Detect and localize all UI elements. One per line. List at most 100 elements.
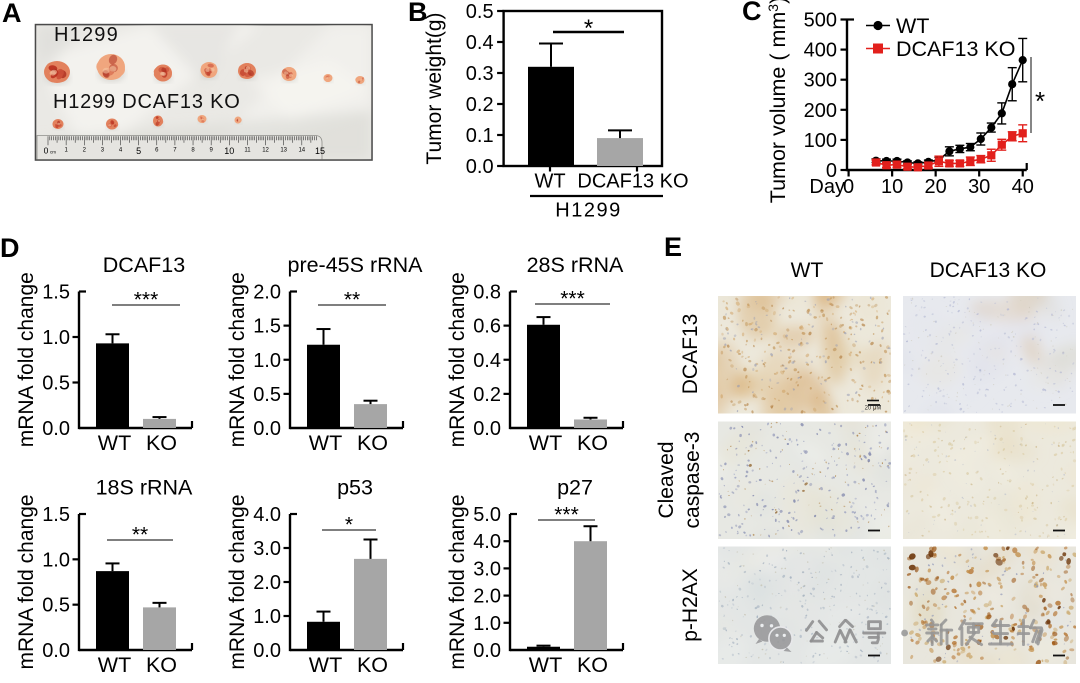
svg-text:1: 1 (64, 148, 68, 154)
svg-text:DCAF13 KO: DCAF13 KO (577, 171, 688, 193)
svg-text:**: ** (132, 524, 148, 547)
svg-text:0.0: 0.0 (253, 418, 281, 440)
svg-text:KO: KO (357, 431, 388, 455)
svg-text:9: 9 (209, 148, 213, 154)
svg-text:KO: KO (577, 653, 608, 677)
svg-text:mRNA fold change: mRNA fold change (226, 494, 249, 669)
svg-text:*: * (1035, 86, 1045, 116)
svg-text:1.0: 1.0 (473, 613, 501, 635)
svg-text:30: 30 (968, 176, 990, 198)
svg-text:mRNA fold change: mRNA fold change (15, 272, 38, 447)
svg-text:0: 0 (843, 176, 854, 198)
svg-text:DCAF13 KO: DCAF13 KO (896, 37, 1015, 61)
svg-text:3.0: 3.0 (253, 538, 281, 560)
svg-text:8: 8 (191, 148, 195, 154)
svg-text:0.0: 0.0 (473, 418, 501, 440)
svg-text:WT: WT (98, 431, 131, 455)
svg-text:20: 20 (925, 176, 947, 198)
svg-text:3.0: 3.0 (473, 558, 501, 580)
svg-text:H1299: H1299 (54, 24, 119, 46)
svg-text:2.0: 2.0 (473, 586, 501, 608)
svg-text:400: 400 (804, 40, 837, 62)
svg-text:14: 14 (298, 148, 305, 154)
svg-text:0.6: 0.6 (473, 316, 501, 338)
svg-text:0.0: 0.0 (473, 640, 501, 662)
svg-text:WT: WT (896, 14, 929, 38)
svg-text:WT: WT (98, 653, 131, 677)
svg-text:13: 13 (280, 148, 287, 154)
svg-text:500: 500 (804, 10, 837, 32)
svg-text:D: D (0, 233, 20, 263)
svg-text:mRNA fold change: mRNA fold change (15, 494, 38, 669)
svg-text:KO: KO (146, 431, 177, 455)
svg-text:Tumor weight(g): Tumor weight(g) (423, 12, 446, 164)
svg-text:1.5: 1.5 (253, 316, 281, 338)
svg-text:WT: WT (529, 653, 562, 677)
svg-text:A: A (2, 0, 22, 28)
svg-text:100: 100 (804, 130, 837, 152)
svg-text:WT: WT (534, 171, 565, 193)
svg-text:11: 11 (244, 148, 251, 154)
svg-text:0.5: 0.5 (253, 384, 281, 406)
svg-text:mRNA fold change: mRNA fold change (446, 272, 469, 447)
svg-text:Day: Day (809, 176, 845, 198)
svg-text:4.0: 4.0 (473, 531, 501, 553)
svg-text:5.0: 5.0 (473, 504, 501, 526)
svg-text:DCAF13 KO: DCAF13 KO (930, 259, 1047, 282)
svg-text:0.2: 0.2 (473, 384, 501, 406)
svg-text:18S rRNA: 18S rRNA (96, 476, 193, 500)
svg-text:2.0: 2.0 (253, 572, 281, 594)
svg-text:WT: WT (529, 431, 562, 455)
svg-text:0.5: 0.5 (42, 595, 70, 617)
svg-text:1.5: 1.5 (42, 504, 70, 526)
svg-text:C: C (742, 0, 762, 26)
svg-text:28S rRNA: 28S rRNA (527, 253, 624, 277)
svg-text:6: 6 (155, 148, 159, 154)
svg-text:0.0: 0.0 (42, 640, 70, 662)
svg-text:KO: KO (146, 653, 177, 677)
svg-text:2: 2 (83, 148, 87, 154)
svg-text:200: 200 (804, 100, 837, 122)
svg-text:*: * (584, 15, 593, 42)
svg-text:0.8: 0.8 (473, 282, 501, 304)
svg-text:2.0: 2.0 (253, 282, 281, 304)
svg-text:***: *** (554, 504, 579, 527)
svg-text:*: * (345, 514, 353, 537)
svg-text:300: 300 (804, 70, 837, 92)
svg-text:4.0: 4.0 (253, 504, 281, 526)
svg-text:5: 5 (136, 146, 141, 156)
svg-text:DCAF13: DCAF13 (679, 314, 702, 395)
svg-text:mRNA fold change: mRNA fold change (226, 272, 249, 447)
svg-text:WT: WT (309, 431, 342, 455)
svg-text:0.4: 0.4 (466, 32, 494, 54)
svg-text:1.0: 1.0 (253, 606, 281, 628)
svg-text:12: 12 (262, 148, 269, 154)
svg-text:1.5: 1.5 (42, 282, 70, 304)
svg-text:**: ** (344, 289, 360, 312)
svg-text:1.0: 1.0 (42, 327, 70, 349)
svg-text:B: B (408, 0, 428, 27)
svg-text:Tumor volume ( mm3): Tumor volume ( mm3) (765, 0, 790, 203)
svg-text:p27: p27 (557, 476, 593, 500)
svg-text:KO: KO (357, 653, 388, 677)
svg-text:0.2: 0.2 (466, 94, 494, 116)
svg-text:0.0: 0.0 (253, 640, 281, 662)
svg-text:0.0: 0.0 (466, 156, 494, 178)
svg-text:caspase-3: caspase-3 (681, 432, 704, 529)
svg-text:0: 0 (826, 160, 837, 182)
svg-text:p53: p53 (337, 476, 373, 500)
svg-text:0.5: 0.5 (466, 1, 494, 23)
svg-text:H1299 DCAF13 KO: H1299 DCAF13 KO (53, 91, 241, 113)
svg-text:1.0: 1.0 (253, 350, 281, 372)
svg-text:15: 15 (315, 146, 325, 156)
svg-text:pre-45S rRNA: pre-45S rRNA (287, 253, 423, 277)
svg-text:0: 0 (44, 146, 49, 156)
svg-text:3: 3 (101, 148, 105, 154)
svg-text:10: 10 (881, 176, 903, 198)
svg-text:20 μM: 20 μM (865, 406, 882, 412)
svg-text:1.0: 1.0 (42, 549, 70, 571)
svg-text:DCAF13: DCAF13 (103, 253, 185, 277)
svg-text:0.4: 0.4 (473, 350, 501, 372)
svg-text:0.0: 0.0 (42, 418, 70, 440)
svg-text:40: 40 (1012, 176, 1034, 198)
